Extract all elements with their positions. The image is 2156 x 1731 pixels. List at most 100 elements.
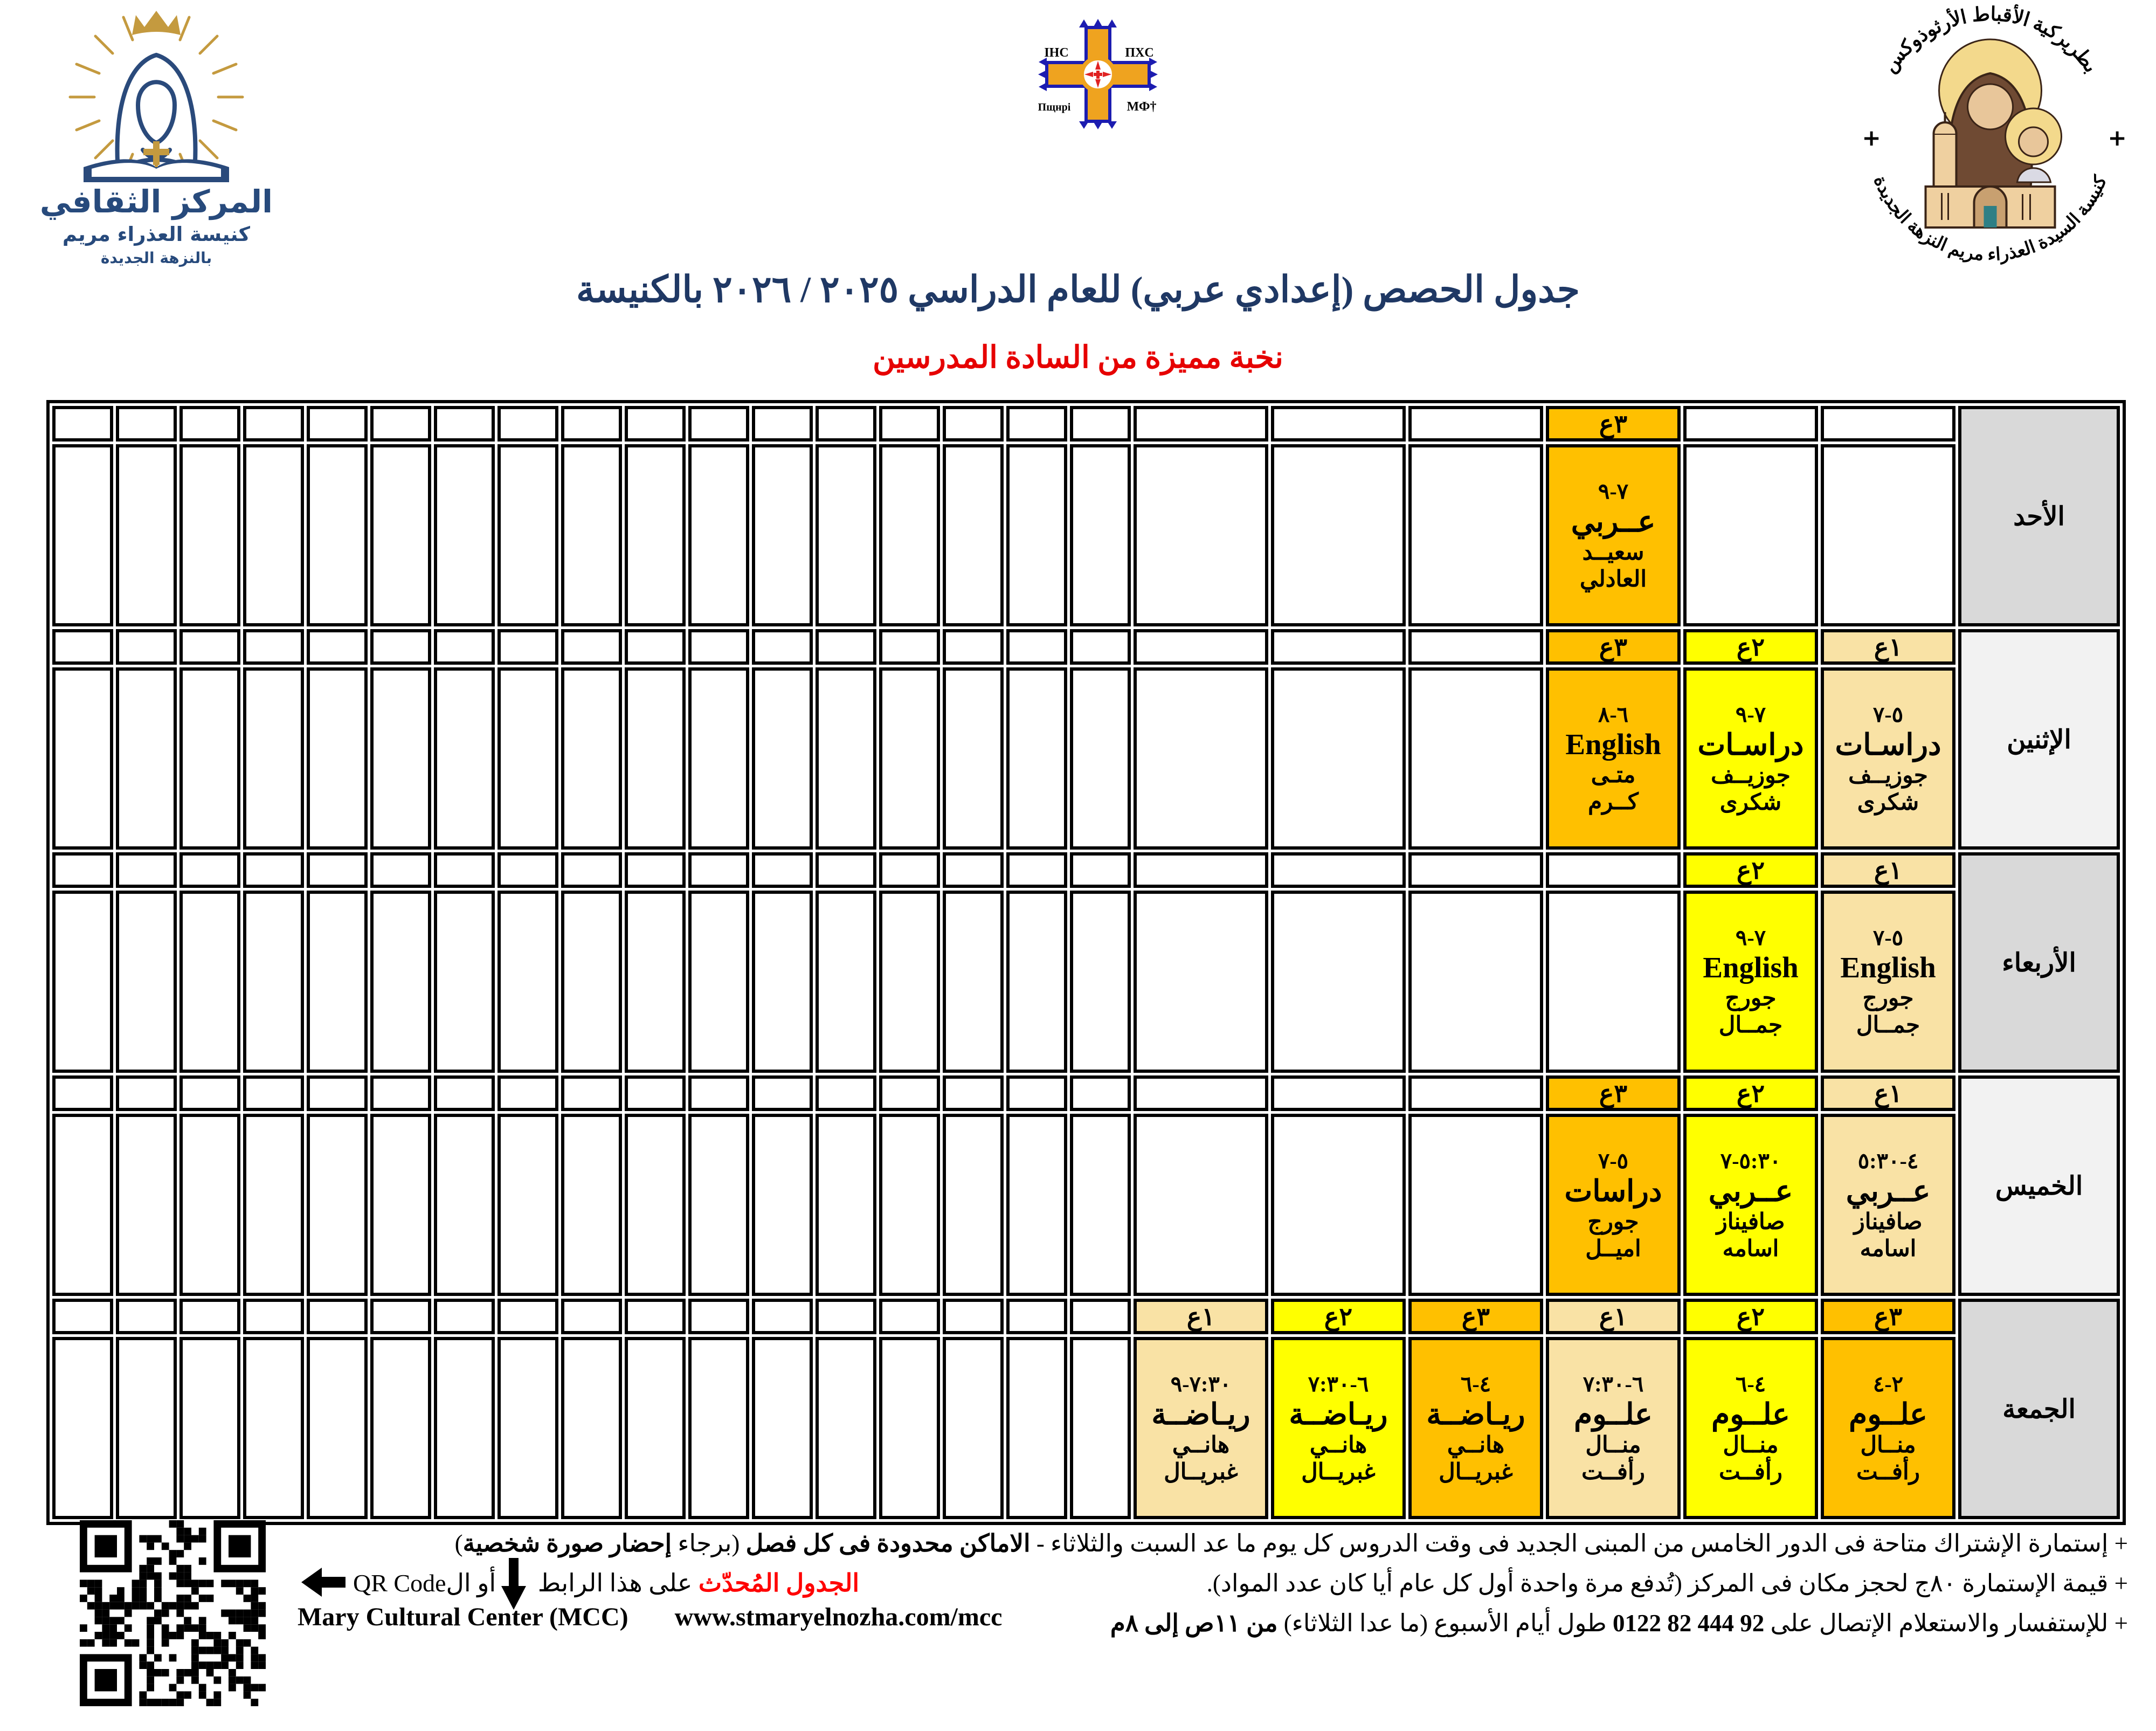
- lesson-row: ٩-٧ عــربي سعيــد العادلي: [52, 444, 2120, 626]
- lesson-teacher-last-name: رأفــت: [1719, 1459, 1782, 1485]
- grade-header-row: الجمعة ٣ع ٢ع ١ع ٣ع ٢ع ١ع: [52, 1299, 2120, 1519]
- grade-header-cell: [1134, 406, 1268, 442]
- empty-cell: [243, 1337, 304, 1519]
- empty-cell: [561, 444, 622, 626]
- empty-cell: [688, 891, 749, 1073]
- schedule-table-wrap: الأحد ٣ع ٩-٧ عــربي سعيــد العادلي الإثنين ١ع ٢ع…: [46, 400, 2126, 1525]
- grade-header-cell: ٣ع: [1546, 629, 1681, 665]
- empty-cell: [307, 444, 368, 626]
- lesson-cell: ٧-٥ دراسات جورج اميــل: [1546, 1114, 1681, 1296]
- lesson-cell: [1408, 667, 1543, 850]
- lesson-teacher-first-name: هانــي: [1447, 1432, 1505, 1458]
- grade-header-row: الخميس ١ع ٢ع ٣ع: [52, 1075, 2120, 1296]
- empty-cell: [561, 852, 622, 888]
- grade-header-cell: ١ع: [1821, 629, 1955, 665]
- empty-cell: [370, 667, 431, 850]
- empty-cell: [52, 444, 113, 626]
- empty-cell: [943, 406, 1004, 442]
- lesson-row: ٤-٢ علــوم منــال رأفــت ٦-٤ علــوم منــال رأفـ…: [52, 1337, 2120, 1519]
- empty-cell: [943, 891, 1004, 1073]
- empty-cell: [879, 891, 940, 1073]
- note-line: + للإستفسار والاستعلام الإتصال على 0122 …: [455, 1609, 2128, 1637]
- empty-cell: [561, 1075, 622, 1111]
- grade-header-cell: [1408, 852, 1543, 888]
- cultural-center-name: المركز الثقافي: [39, 183, 273, 220]
- empty-cell: [116, 444, 177, 626]
- svg-text:+: +: [1862, 125, 1881, 151]
- grade-header-cell: ١ع: [1134, 1299, 1268, 1334]
- lesson-time: ٩-٧: [1735, 702, 1766, 727]
- grade-header-cell: ١ع: [1821, 852, 1955, 888]
- empty-cell: [497, 1114, 558, 1296]
- empty-cell: [52, 891, 113, 1073]
- lesson-time: ٧-٥: [1598, 1148, 1629, 1173]
- empty-cell: [434, 444, 495, 626]
- empty-cell: [497, 1337, 558, 1519]
- empty-cell: [52, 406, 113, 442]
- empty-cell: [370, 1337, 431, 1519]
- text-run: + قيمة الإستمارة ٨٠ج لحجز مكان فى المركز…: [1206, 1570, 2128, 1597]
- empty-cell: [816, 1075, 876, 1111]
- day-cell: الإثنين: [1958, 629, 2120, 850]
- empty-cell: [1006, 891, 1067, 1073]
- lesson-cell: ٨-٦ English متـى كــرم: [1546, 667, 1681, 850]
- empty-cell: [243, 406, 304, 442]
- empty-cell: [752, 1114, 813, 1296]
- empty-cell: [307, 1075, 368, 1111]
- empty-cell: [243, 444, 304, 626]
- empty-cell: [1070, 1075, 1131, 1111]
- empty-cell: [625, 1299, 686, 1334]
- empty-cell: [116, 1299, 177, 1334]
- empty-cell: [243, 1114, 304, 1296]
- lesson-cell: ٦-٤ ريـاضــة هانــي غبريــال: [1408, 1337, 1543, 1519]
- lesson-subject: ريـاضــة: [1426, 1397, 1525, 1431]
- virgin-mary-logo-icon: [68, 11, 244, 182]
- empty-cell: [752, 406, 813, 442]
- empty-cell: [816, 406, 876, 442]
- lesson-cell: ٤-٢ علــوم منــال رأفــت: [1821, 1337, 1955, 1519]
- empty-cell: [52, 1337, 113, 1519]
- empty-cell: [243, 852, 304, 888]
- lesson-time: ٥:٣٠-٤: [1857, 1148, 1919, 1173]
- lesson-teacher-last-name: رأفــت: [1581, 1459, 1645, 1485]
- grade-header-cell: ١ع: [1546, 1299, 1681, 1334]
- empty-cell: [561, 667, 622, 850]
- empty-cell: [1070, 852, 1131, 888]
- empty-cell: [816, 852, 876, 888]
- empty-cell: [307, 1299, 368, 1334]
- empty-cell: [116, 629, 177, 665]
- lesson-subject: دراسـات: [1697, 728, 1804, 761]
- empty-cell: [52, 667, 113, 850]
- empty-cell: [943, 1075, 1004, 1111]
- lesson-teacher-last-name: غبريــال: [1301, 1459, 1376, 1485]
- empty-cell: [1070, 1337, 1131, 1519]
- empty-cell: [434, 852, 495, 888]
- empty-cell: [243, 1075, 304, 1111]
- empty-cell: [1006, 667, 1067, 850]
- empty-cell: [943, 852, 1004, 888]
- note-line: + قيمة الإستمارة ٨٠ج لحجز مكان فى المركز…: [455, 1569, 2128, 1597]
- empty-cell: [497, 629, 558, 665]
- lesson-subject: علــوم: [1711, 1397, 1790, 1431]
- grade-header-cell: [1546, 852, 1681, 888]
- empty-cell: [879, 1337, 940, 1519]
- lesson-teacher-last-name: شكرى: [1719, 790, 1782, 815]
- grade-header-cell: ٢ع: [1271, 1299, 1406, 1334]
- empty-cell: [688, 1299, 749, 1334]
- lesson-teacher-first-name: متـى: [1591, 763, 1636, 788]
- lesson-subject: عــربي: [1708, 1174, 1793, 1208]
- cultural-center-district: بالنزهة الجديدة: [100, 249, 212, 267]
- empty-cell: [625, 1075, 686, 1111]
- empty-cell: [179, 444, 240, 626]
- empty-cell: [561, 1114, 622, 1296]
- empty-cell: [179, 891, 240, 1073]
- empty-cell: [688, 406, 749, 442]
- empty-cell: [879, 852, 940, 888]
- empty-cell: [434, 629, 495, 665]
- lesson-teacher-first-name: سعيــد: [1582, 540, 1644, 565]
- grade-header-row: الأربعاء ١ع ٢ع: [52, 852, 2120, 1073]
- grade-header-cell: ٢ع: [1683, 852, 1818, 888]
- empty-cell: [370, 444, 431, 626]
- page-title: جدول الحصص (إعدادي عربي) للعام الدراسي ٢…: [576, 269, 1580, 310]
- lesson-teacher-first-name: جورج: [1587, 1209, 1639, 1235]
